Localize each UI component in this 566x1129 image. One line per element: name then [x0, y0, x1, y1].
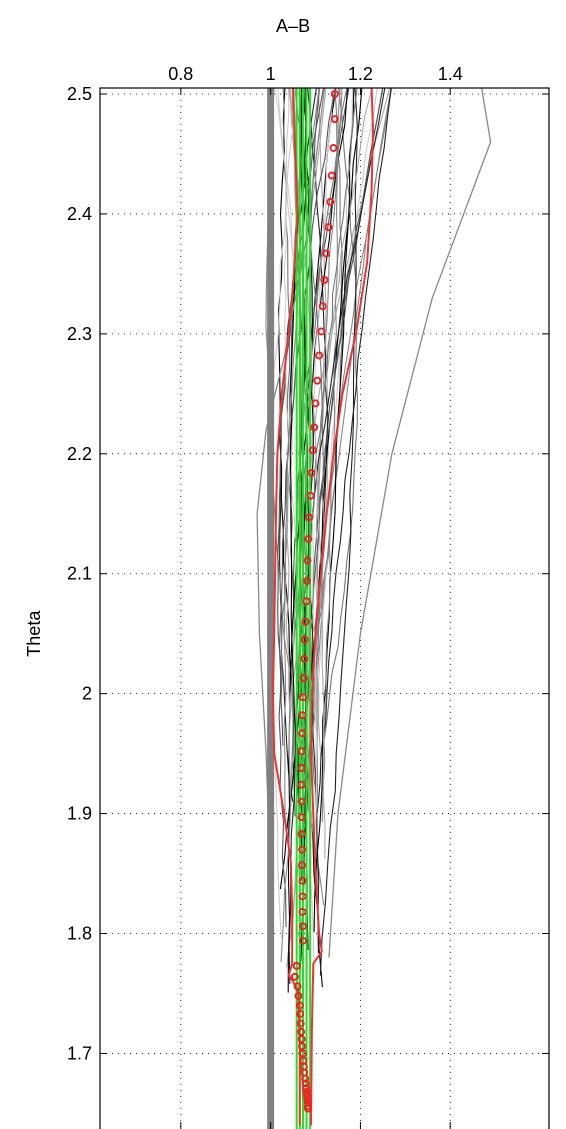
red-circle-point — [297, 797, 306, 806]
red-circle-point — [298, 922, 307, 931]
x-axis-title: A–B — [276, 16, 310, 36]
red-envelope — [271, 87, 375, 1126]
red-circle-point — [298, 711, 307, 720]
red-circle-point — [298, 936, 307, 945]
red-envelope-line — [309, 87, 375, 1126]
red-circle-point — [322, 249, 331, 258]
red-circle-points — [290, 89, 339, 1113]
red-circle-point — [301, 617, 310, 626]
red-circle-point — [297, 1027, 306, 1036]
model-curve — [313, 87, 355, 932]
red-circle-point — [302, 597, 311, 606]
y-tick-label: 2.3 — [67, 324, 92, 344]
red-circle-point — [320, 275, 329, 284]
red-circle-point — [297, 829, 306, 838]
red-circle-point — [297, 747, 306, 756]
red-circle-point — [300, 635, 309, 644]
red-circle-point — [303, 1095, 312, 1104]
red-circle-point — [297, 1035, 306, 1044]
red-circle-point — [307, 468, 316, 477]
red-circle-point — [305, 513, 314, 522]
model-curve — [316, 87, 392, 813]
red-circle-point — [318, 302, 327, 311]
red-circle-point — [298, 907, 307, 916]
model-curve — [279, 87, 317, 802]
red-circle-point — [300, 654, 309, 663]
red-circle-point — [294, 991, 303, 1000]
red-circle-point — [298, 1042, 307, 1051]
red-circle-point — [317, 327, 326, 336]
x-tick-label: 1 — [266, 64, 276, 84]
model-curve-outer — [328, 87, 492, 958]
red-circle-point — [324, 223, 333, 232]
red-circle-point — [302, 576, 311, 585]
red-circle-point — [315, 351, 324, 360]
red-circle-point — [298, 693, 307, 702]
red-circle-point — [298, 729, 307, 738]
model-curve — [319, 87, 358, 976]
red-circle-point — [302, 1084, 311, 1093]
red-circle-point — [311, 399, 320, 408]
red-circle-point — [330, 115, 339, 124]
red-circle-point — [298, 892, 307, 901]
red-circle-point — [313, 376, 322, 385]
red-circle-point — [327, 171, 336, 180]
y-tick-label: 1.7 — [67, 1043, 92, 1063]
red-circle-point — [303, 1104, 312, 1113]
red-circle-point — [298, 861, 307, 870]
red-circle-point — [302, 1087, 311, 1096]
red-circle-point — [306, 491, 315, 500]
red-circle-point — [296, 1009, 305, 1018]
red-circle-point — [292, 961, 301, 970]
background-model-curves — [256, 87, 492, 994]
red-circle-point — [303, 556, 312, 565]
red-circle-point — [295, 1001, 304, 1010]
y-tick-label: 2.1 — [67, 564, 92, 584]
y-tick-label: 2.2 — [67, 444, 92, 464]
y-tick-label: 1.9 — [67, 804, 92, 824]
red-circle-point — [290, 972, 299, 981]
red-circle-point — [310, 423, 319, 432]
x-tick-label: 0.8 — [168, 64, 193, 84]
plot-frame — [99, 87, 550, 1129]
red-circle-point — [329, 143, 338, 152]
red-circle-point — [297, 780, 306, 789]
red-circle-point — [297, 764, 306, 773]
red-circle-point — [301, 1074, 310, 1083]
red-circle-point — [330, 89, 339, 98]
axis-ticks — [100, 88, 549, 1129]
red-circle-point — [298, 876, 307, 885]
red-circle-point — [304, 534, 313, 543]
model-curve — [277, 87, 318, 836]
x-tick-label: 1.2 — [348, 64, 373, 84]
red-circle-point — [302, 1091, 311, 1100]
model-curve — [315, 87, 343, 892]
red-circle-point — [297, 813, 306, 822]
y-tick-label: 2 — [82, 684, 92, 704]
x-tick-labels: 0.8 1 1.2 1.4 — [168, 64, 462, 84]
y-tick-label: 1.8 — [67, 924, 92, 944]
green-lines — [295, 88, 312, 1129]
y-tick-labels: 1.7 1.8 1.9 2 2.1 2.2 2.3 2.4 2.5 — [67, 84, 92, 1063]
red-circle-point — [308, 446, 317, 455]
red-envelope-line — [271, 87, 301, 1126]
y-tick-label: 2.5 — [67, 84, 92, 104]
red-circle-point — [299, 674, 308, 683]
x-tick-label: 1.4 — [438, 64, 463, 84]
red-circle-point — [301, 1079, 310, 1088]
red-circle-point — [298, 845, 307, 854]
red-circle-point — [296, 1019, 305, 1028]
red-circle-point — [293, 982, 302, 991]
red-circle-point — [326, 197, 335, 206]
y-axis-title: Theta — [24, 610, 44, 657]
y-tick-label: 2.4 — [67, 204, 92, 224]
red-circle-point — [298, 1049, 307, 1058]
